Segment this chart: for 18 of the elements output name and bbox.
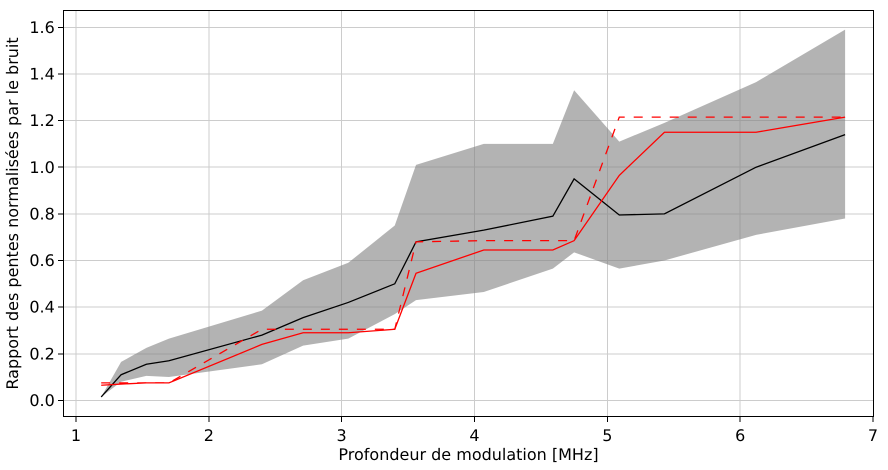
y-tick-label: 0.4 bbox=[29, 298, 55, 317]
x-tick-label: 2 bbox=[204, 426, 214, 446]
x-tick-label: 3 bbox=[336, 426, 347, 446]
y-tick-label: 0.0 bbox=[29, 390, 55, 410]
x-axis-title: Profondeur de modulation [MHz] bbox=[338, 445, 599, 464]
y-tick-label: 1.0 bbox=[29, 158, 55, 177]
x-tick-label: 5 bbox=[602, 426, 612, 446]
y-tick-label: 0.2 bbox=[29, 344, 55, 364]
x-tick-label: 4 bbox=[469, 426, 480, 446]
x-tick-label: 1 bbox=[70, 426, 82, 446]
y-tick-label: 1.2 bbox=[29, 111, 55, 130]
y-axis-title: Rapport des pentes normalisées par le bruit bbox=[3, 37, 22, 390]
y-tick-label: 1.4 bbox=[29, 64, 55, 84]
y-tick-label: 0.6 bbox=[29, 251, 55, 270]
x-tick-label: 6 bbox=[735, 426, 746, 446]
x-tick-label: 7 bbox=[868, 426, 878, 446]
y-tick-label: 0.8 bbox=[29, 204, 55, 224]
y-tick-label: 1.6 bbox=[29, 18, 55, 37]
